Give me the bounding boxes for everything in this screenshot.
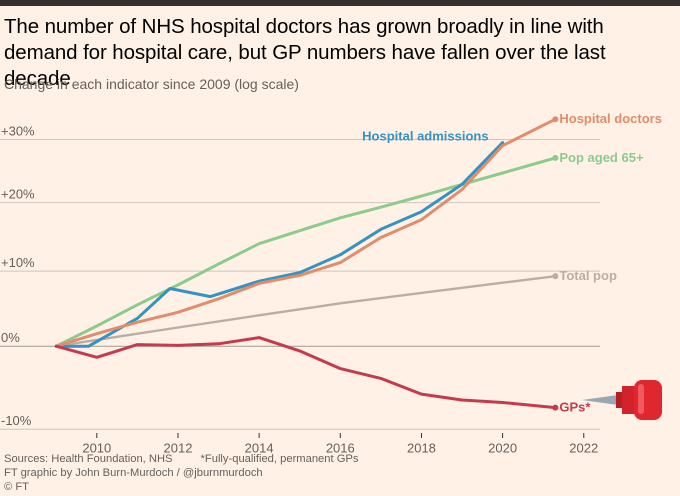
footer: Sources: Health Foundation, NHS *Fully-qu…	[4, 452, 358, 494]
series-label-hospital-doctors: Hospital doctors	[559, 111, 662, 126]
chart-title: The number of NHS hospital doctors has g…	[4, 15, 606, 90]
y-tick-label: 0%	[1, 330, 20, 345]
y-tick-label: +30%	[1, 124, 35, 139]
x-axis: 2010 2012 2014 2016 2018 2020 2022	[82, 433, 598, 456]
sources-text: Sources: Health Foundation, NHS	[4, 453, 173, 465]
pin-shaft	[616, 392, 624, 408]
y-tick-label: -10%	[1, 413, 32, 428]
credit-text: FT graphic by John Burn-Murdoch / @jburn…	[4, 467, 263, 479]
series-label-total-pop: Total pop	[559, 268, 617, 283]
copyright-text: © FT	[4, 481, 30, 493]
series-labels: Total pop Pop aged 65+ Hospital admissions…	[362, 111, 662, 414]
series-label-hospital-admissions: Hospital admissions	[362, 129, 488, 144]
series-label-pop-aged-65: Pop aged 65+	[559, 150, 644, 165]
series-line-total-pop	[55, 275, 557, 348]
x-tick-label: 2022	[569, 441, 598, 456]
series-lines	[54, 116, 559, 411]
footnote-text: *Fully-qualified, permanent GPs	[200, 453, 359, 465]
chart-subtitle: Change in each indicator since 2009 (log…	[4, 76, 299, 92]
pin-needle	[582, 395, 618, 405]
x-tick-label: 2016	[326, 441, 355, 456]
top-bar	[0, 0, 680, 6]
y-tick-label: +10%	[1, 255, 35, 270]
x-tick-label: 2010	[82, 441, 111, 456]
footer-sources-line: Sources: Health Foundation, NHS *Fully-qu…	[4, 452, 358, 466]
x-tick-label: 2018	[407, 441, 436, 456]
series-label-gps: GPs*	[559, 400, 591, 415]
y-axis: -10% 0% +10% +20% +30%	[1, 124, 35, 429]
x-tick-label: 2020	[488, 441, 517, 456]
gridlines	[0, 139, 600, 430]
series-line-gps	[54, 336, 557, 410]
series-end-dot-total-pop	[552, 273, 559, 280]
series-end-dot-gps	[552, 404, 559, 411]
series-line-hospital-admissions	[54, 141, 505, 348]
series-line-hospital-doctors	[54, 117, 557, 348]
series-end-dot-pop-aged-65	[552, 154, 559, 161]
pin-body	[622, 386, 636, 414]
series-end-dot-hospital-doctors	[552, 116, 559, 123]
pin-highlight	[638, 384, 644, 414]
push-pin-icon	[582, 380, 662, 420]
x-tick-label: 2014	[245, 441, 274, 456]
series-line-pop-aged-65	[54, 156, 557, 348]
y-tick-label: +20%	[1, 187, 35, 202]
x-tick-label: 2012	[164, 441, 193, 456]
